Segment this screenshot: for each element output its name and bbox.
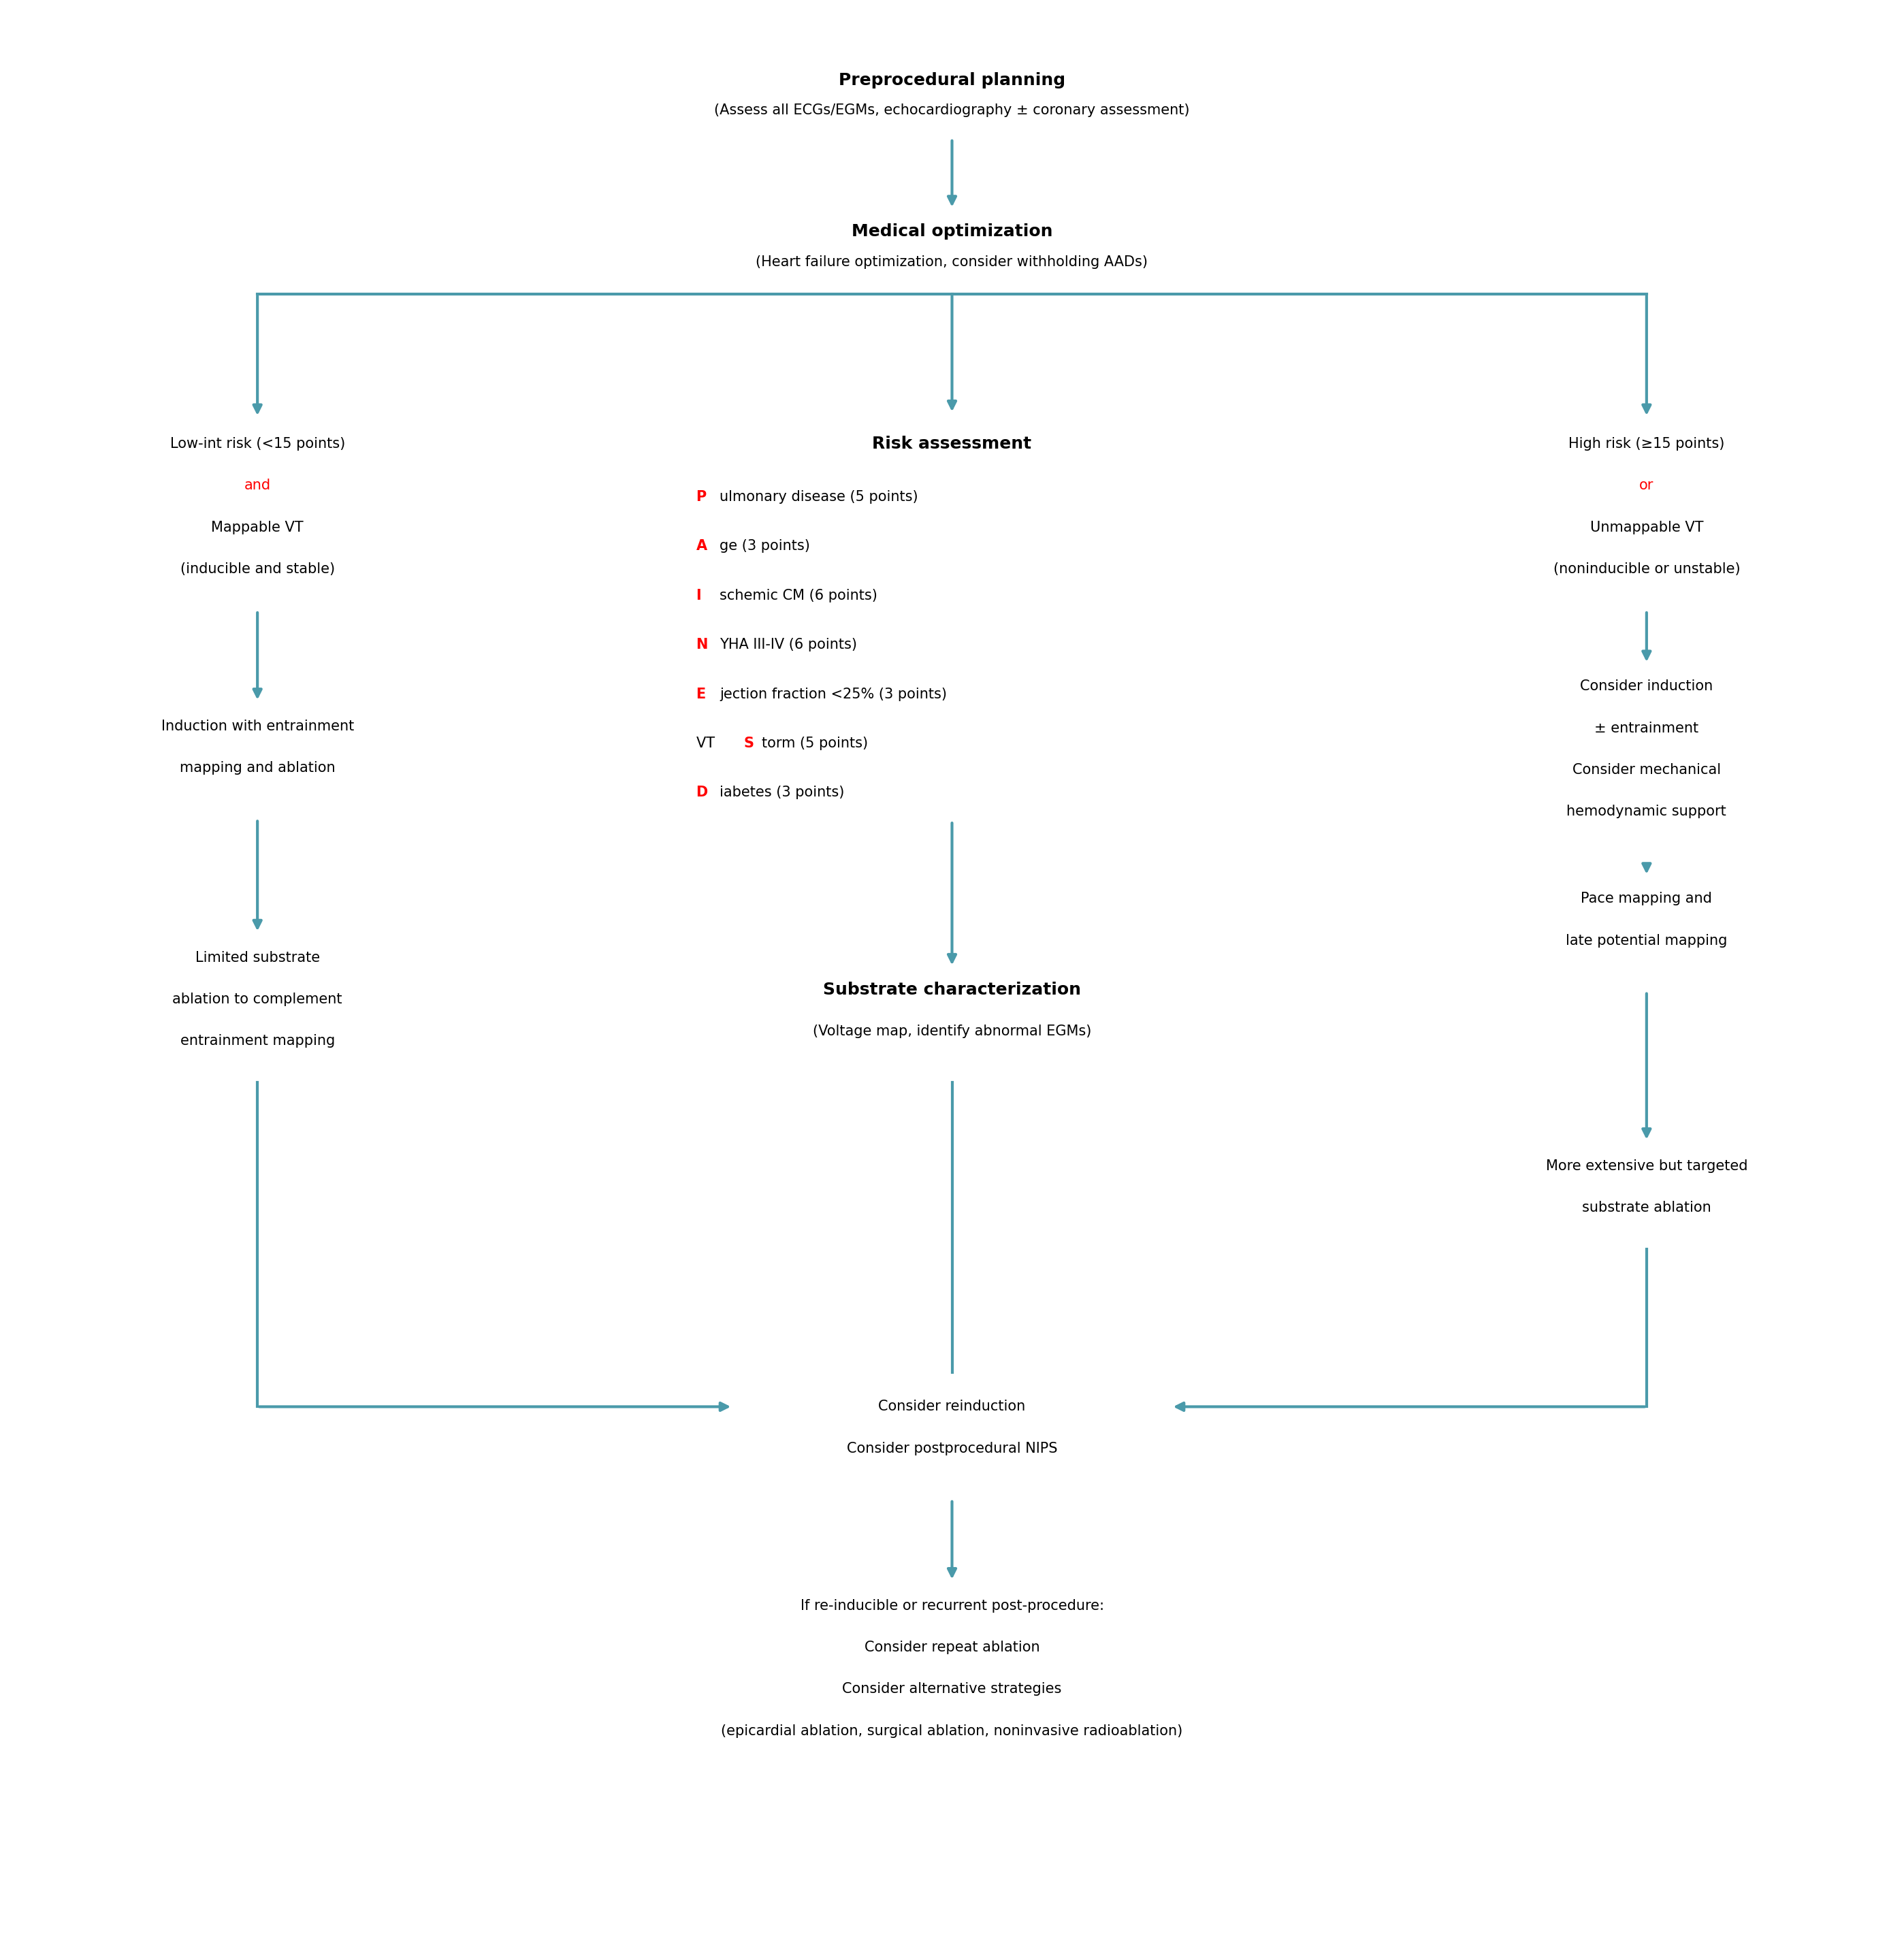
Text: Unmappable VT: Unmappable VT <box>1590 520 1704 534</box>
Text: (Assess all ECGs/EGMs, echocardiography ± coronary assessment): (Assess all ECGs/EGMs, echocardiography … <box>714 104 1190 118</box>
Text: Consider reinduction: Consider reinduction <box>878 1400 1026 1414</box>
Text: torm (5 points): torm (5 points) <box>762 737 868 750</box>
Text: ge (3 points): ge (3 points) <box>720 540 811 553</box>
Text: E: E <box>697 687 706 700</box>
Text: A: A <box>697 540 706 553</box>
Text: or: or <box>1639 480 1655 493</box>
Text: (noninducible or unstable): (noninducible or unstable) <box>1554 563 1740 576</box>
Text: late potential mapping: late potential mapping <box>1565 934 1727 948</box>
Text: D: D <box>697 785 708 799</box>
Text: Pace mapping and: Pace mapping and <box>1580 892 1712 905</box>
Text: I: I <box>697 588 701 601</box>
Text: Limited substrate: Limited substrate <box>194 952 320 965</box>
Text: ablation to complement: ablation to complement <box>173 992 343 1006</box>
Text: If re-inducible or recurrent post-procedure:: If re-inducible or recurrent post-proced… <box>800 1599 1104 1613</box>
Text: S: S <box>744 737 754 750</box>
Text: Substrate characterization: Substrate characterization <box>823 982 1081 998</box>
Text: P: P <box>697 489 706 503</box>
Text: Mappable VT: Mappable VT <box>211 520 303 534</box>
Text: High risk (≥15 points): High risk (≥15 points) <box>1569 437 1725 451</box>
Text: Consider induction: Consider induction <box>1580 679 1714 692</box>
Text: iabetes (3 points): iabetes (3 points) <box>720 785 845 799</box>
Text: mapping and ablation: mapping and ablation <box>179 762 335 776</box>
Text: (Voltage map, identify abnormal EGMs): (Voltage map, identify abnormal EGMs) <box>813 1025 1091 1039</box>
Text: VT: VT <box>697 737 720 750</box>
Text: Induction with entrainment: Induction with entrainment <box>162 719 354 733</box>
Text: entrainment mapping: entrainment mapping <box>181 1035 335 1048</box>
Text: Risk assessment: Risk assessment <box>872 435 1032 453</box>
Text: Preprocedural planning: Preprocedural planning <box>838 72 1066 89</box>
Text: Low-int risk (<15 points): Low-int risk (<15 points) <box>169 437 345 451</box>
Text: Consider postprocedural NIPS: Consider postprocedural NIPS <box>847 1441 1057 1454</box>
Text: (inducible and stable): (inducible and stable) <box>181 563 335 576</box>
Text: Medical optimization: Medical optimization <box>851 224 1053 240</box>
Text: Consider alternative strategies: Consider alternative strategies <box>842 1683 1062 1696</box>
Text: (Heart failure optimization, consider withholding AADs): (Heart failure optimization, consider wi… <box>756 255 1148 269</box>
Text: substrate ablation: substrate ablation <box>1582 1201 1712 1215</box>
Text: jection fraction <25% (3 points): jection fraction <25% (3 points) <box>720 687 946 700</box>
Text: schemic CM (6 points): schemic CM (6 points) <box>720 588 878 601</box>
Text: ulmonary disease (5 points): ulmonary disease (5 points) <box>720 489 918 503</box>
Text: YHA III-IV (6 points): YHA III-IV (6 points) <box>720 638 857 652</box>
Text: hemodynamic support: hemodynamic support <box>1567 805 1727 818</box>
Text: ± entrainment: ± entrainment <box>1594 721 1698 735</box>
Text: and: and <box>244 480 270 493</box>
Text: (epicardial ablation, surgical ablation, noninvasive radioablation): (epicardial ablation, surgical ablation,… <box>722 1723 1182 1737</box>
Text: Consider mechanical: Consider mechanical <box>1573 764 1721 777</box>
Text: More extensive but targeted: More extensive but targeted <box>1546 1158 1748 1172</box>
Text: Consider repeat ablation: Consider repeat ablation <box>864 1640 1040 1654</box>
Text: N: N <box>697 638 708 652</box>
